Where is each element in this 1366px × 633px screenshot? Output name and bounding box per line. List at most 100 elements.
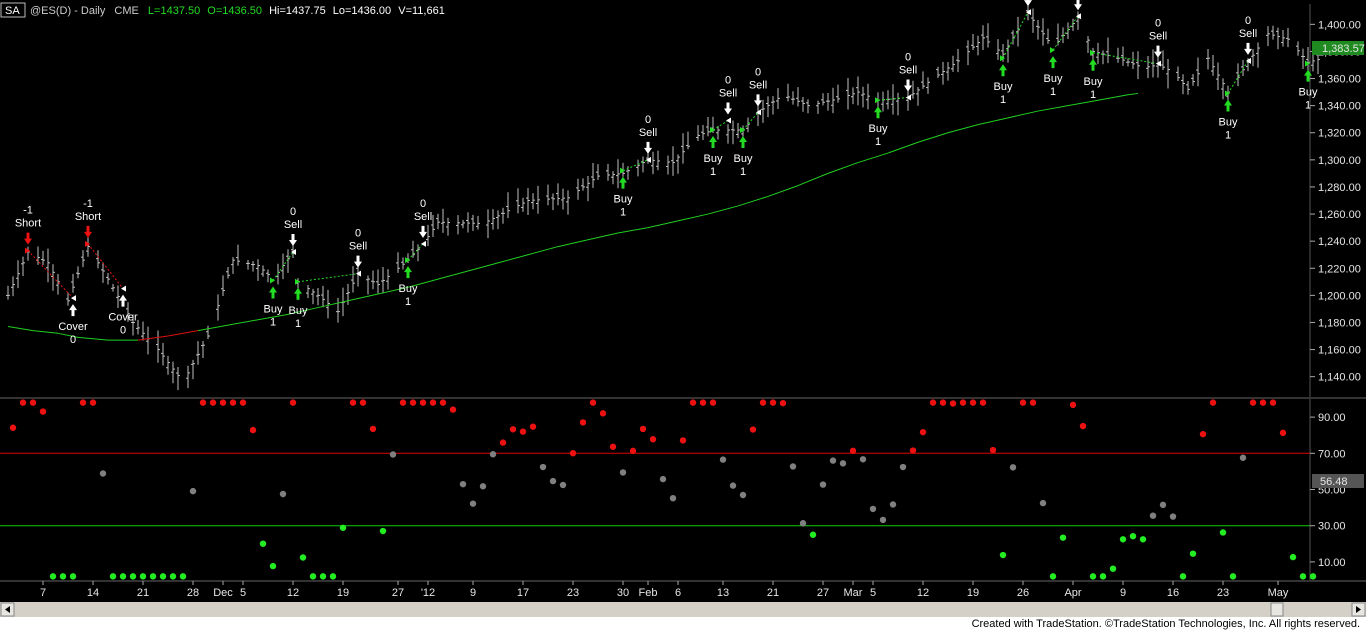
oscillator-dot bbox=[519, 428, 527, 435]
trade-line bbox=[1092, 52, 1159, 65]
ohlc-bar bbox=[981, 25, 985, 50]
trade-line bbox=[407, 243, 424, 261]
oscillator-dot bbox=[89, 399, 97, 406]
oscillator-dot bbox=[789, 463, 797, 470]
oscillator-dot bbox=[1289, 553, 1297, 561]
ma-segment bbox=[377, 286, 409, 295]
ohlc-bar bbox=[881, 91, 885, 112]
ohlc-bar bbox=[201, 340, 205, 358]
date-tick-label: 9 bbox=[470, 587, 476, 599]
ohlc-bar bbox=[756, 105, 760, 127]
oscillator-dot bbox=[239, 399, 247, 406]
trade-action-label: Buy bbox=[289, 305, 308, 317]
oscillator-dot bbox=[909, 447, 917, 454]
ohlc-bar bbox=[706, 116, 710, 137]
horizontal-scrollbar[interactable] bbox=[0, 602, 1366, 617]
ohlc-bar bbox=[861, 86, 865, 108]
price-tick-label: 1,200.00 bbox=[1318, 290, 1361, 302]
oscillator-dot bbox=[799, 520, 807, 527]
ohlc-bar bbox=[1086, 36, 1090, 53]
ohlc-bar bbox=[866, 83, 870, 110]
date-tick-label: 19 bbox=[337, 587, 349, 599]
oscillator-dot bbox=[929, 399, 937, 406]
oscillator-dot bbox=[569, 449, 577, 457]
oscillator-dot bbox=[529, 423, 537, 430]
trade-action-label: Buy bbox=[734, 153, 753, 165]
trade-action-label: Sell bbox=[749, 79, 767, 91]
ohlc-bar bbox=[371, 270, 375, 290]
entry-triangle bbox=[405, 257, 410, 264]
oscillator-dot bbox=[1209, 399, 1217, 406]
ohlc-bar bbox=[41, 250, 45, 265]
date-tick-label: 21 bbox=[137, 587, 149, 599]
ohlc-bar bbox=[386, 269, 390, 290]
ohlc-bar bbox=[816, 100, 820, 114]
oscillator-dot bbox=[769, 399, 777, 406]
ohlc-bar bbox=[1271, 25, 1275, 40]
ma-segment bbox=[947, 124, 979, 134]
arrow-up-icon bbox=[874, 106, 882, 119]
ohlc-bar bbox=[146, 326, 150, 355]
ohlc-bar bbox=[946, 62, 950, 81]
oscillator-dot bbox=[999, 551, 1007, 559]
ma-segment bbox=[497, 254, 529, 264]
ohlc-bar bbox=[476, 215, 480, 230]
header-open: O=1436.50 bbox=[207, 5, 262, 17]
oscillator-dot bbox=[299, 554, 307, 561]
trade-line bbox=[297, 273, 359, 283]
trade-position-label: 1 bbox=[710, 166, 716, 178]
ohlc-bar bbox=[136, 319, 140, 335]
arrow-down-icon bbox=[84, 225, 92, 238]
ohlc-bar bbox=[771, 96, 775, 115]
oscillator-dot bbox=[229, 399, 237, 406]
ohlc-bar bbox=[786, 83, 790, 102]
exit-triangle bbox=[1246, 57, 1251, 64]
date-axis: 7 14 21 28 Dec 5 12 19 27 '12 9 17 23 30 Feb 6 13 21 27 Mar… bbox=[40, 581, 1289, 599]
price-axis: 1,140.00 1,160.00 1,180.00 1,200.00 1,220.00… bbox=[1310, 19, 1361, 384]
ohlc-bar bbox=[116, 285, 120, 308]
trade-action-label: Short bbox=[15, 218, 41, 230]
oscillator-dot bbox=[459, 480, 467, 488]
oscillator-dot bbox=[669, 494, 677, 502]
ohlc-bar bbox=[161, 342, 165, 366]
ohlc-bar bbox=[591, 162, 595, 188]
ohlc-bar bbox=[366, 275, 370, 295]
scrollbar-track[interactable] bbox=[0, 602, 1366, 617]
ohlc-bar bbox=[1306, 46, 1310, 74]
trade-action-label: Short bbox=[75, 211, 101, 223]
ohlc-bar bbox=[351, 266, 355, 293]
ohlc-bar bbox=[836, 84, 840, 103]
scroll-thumb[interactable] bbox=[1270, 602, 1284, 617]
arrow-up-icon bbox=[269, 286, 277, 299]
ma-segment bbox=[917, 132, 949, 143]
price-tick-label: 1,320.00 bbox=[1318, 128, 1361, 140]
ohlc-bar bbox=[496, 210, 500, 230]
ohlc-bar bbox=[246, 260, 250, 270]
oscillator-dot bbox=[159, 573, 167, 580]
ma-segment bbox=[677, 213, 709, 222]
date-tick-label: Apr bbox=[1064, 587, 1081, 599]
ohlc-bar bbox=[176, 367, 180, 390]
arrow-up-icon bbox=[619, 176, 627, 189]
arrow-down-icon bbox=[24, 232, 32, 245]
price-panel[interactable]: Short-1Cover0Short-1Cover0Buy1Sell0Buy1S… bbox=[6, 0, 1365, 397]
ohlc-bar bbox=[256, 259, 260, 281]
entry-triangle bbox=[295, 278, 300, 285]
ohlc-bar bbox=[216, 294, 220, 321]
oscillator-dot bbox=[1219, 529, 1227, 536]
oscillator-dot bbox=[859, 456, 867, 463]
ohlc-bar bbox=[641, 156, 645, 173]
entry-triangle bbox=[875, 97, 880, 104]
trade-position-label: 0 bbox=[905, 52, 911, 64]
exit-triangle bbox=[291, 248, 296, 255]
ohlc-bar bbox=[1236, 63, 1240, 87]
ohlc-bar bbox=[1006, 39, 1010, 63]
trade-marker-short: Short-1 bbox=[75, 198, 101, 247]
ohlc-bar bbox=[1031, 8, 1035, 33]
header-exchange: CME bbox=[114, 5, 138, 17]
symbol-box[interactable] bbox=[0, 2, 26, 18]
ohlc-bar bbox=[266, 269, 270, 283]
